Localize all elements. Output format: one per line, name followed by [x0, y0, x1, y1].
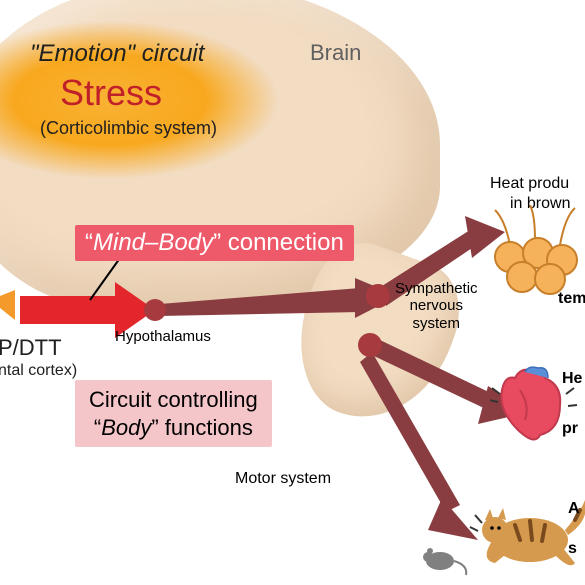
heat-label-top: Heat produ [490, 175, 569, 193]
body-circuit-line2: “Body” functions [94, 415, 253, 440]
hypothalamus-node [144, 299, 166, 321]
cat-mouse-icon [420, 485, 585, 585]
hypothalamus-label: Hypothalamus [115, 328, 211, 345]
heart-label-top: He [562, 370, 582, 388]
sympathetic-node-lower [358, 333, 382, 357]
cat-label-bottom: s [568, 540, 577, 558]
heart-label-bottom: pr [562, 420, 578, 438]
mind-body-text: “Mind–Body” connection [85, 229, 344, 256]
motor-system-label: Motor system [235, 470, 331, 488]
cat-label-top: A [568, 500, 580, 518]
mind-body-box: “Mind–Body” connection [75, 225, 354, 261]
sympathetic-label: Sympatheticnervoussystem [395, 280, 478, 332]
body-circuit-line1: Circuit controlling [89, 387, 258, 412]
sympathetic-node-upper [366, 284, 390, 308]
arrow-to-sympathetic [160, 278, 398, 318]
left-region-top: P/DTT [0, 335, 62, 361]
brown-fat-icon [490, 205, 585, 295]
orange-arrow-fragment [0, 290, 15, 320]
left-region-bottom: ntal cortex) [0, 362, 77, 380]
heat-word-fragment: tem [558, 290, 585, 308]
body-circuit-box: Circuit controlling “Body” functions [75, 380, 272, 447]
